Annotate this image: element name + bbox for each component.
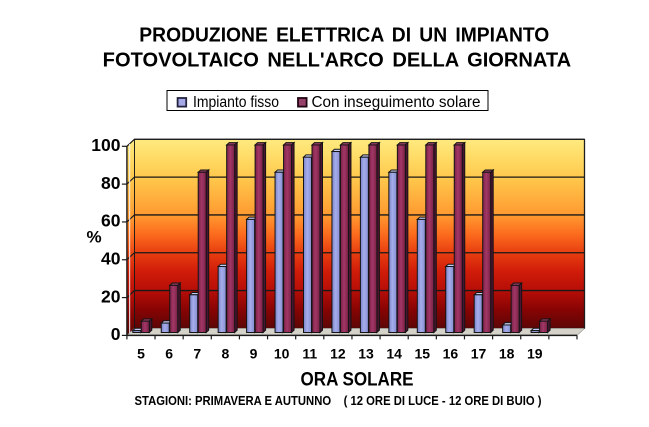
svg-text:7: 7 xyxy=(193,345,201,361)
svg-text:100: 100 xyxy=(91,135,120,155)
svg-text:%: % xyxy=(86,228,101,247)
svg-text:18: 18 xyxy=(499,345,515,361)
svg-text:8: 8 xyxy=(221,345,229,361)
svg-text:10: 10 xyxy=(274,345,290,361)
svg-text:5: 5 xyxy=(137,345,145,361)
svg-text:ORA SOLARE: ORA SOLARE xyxy=(301,370,414,391)
svg-text:Con inseguimento solare: Con inseguimento solare xyxy=(312,94,481,111)
svg-text:PRODUZIONE ELETTRICA DI UN IMP: PRODUZIONE ELETTRICA DI UN IMPIANTO xyxy=(139,25,549,47)
svg-text:19: 19 xyxy=(527,345,543,361)
svg-text:17: 17 xyxy=(471,345,487,361)
svg-text:20: 20 xyxy=(101,286,121,306)
svg-text:Impianto fisso: Impianto fisso xyxy=(193,94,279,111)
svg-text:15: 15 xyxy=(414,345,430,361)
svg-text:14: 14 xyxy=(386,345,402,361)
svg-text:60: 60 xyxy=(101,211,121,231)
svg-text:0: 0 xyxy=(111,324,121,344)
svg-text:40: 40 xyxy=(101,249,121,269)
svg-text:13: 13 xyxy=(358,345,374,361)
svg-text:6: 6 xyxy=(165,345,173,361)
svg-text:80: 80 xyxy=(101,173,121,193)
svg-text:16: 16 xyxy=(443,345,459,361)
svg-text:12: 12 xyxy=(330,345,346,361)
svg-text:STAGIONI: PRIMAVERA E AUTUNNO: STAGIONI: PRIMAVERA E AUTUNNO ( 12 ORE D… xyxy=(135,393,542,408)
svg-text:11: 11 xyxy=(302,345,317,361)
svg-text:9: 9 xyxy=(250,345,258,361)
svg-text:FOTOVOLTAICO NELL'ARCO DELLA G: FOTOVOLTAICO NELL'ARCO DELLA GIORNATA xyxy=(103,50,571,72)
